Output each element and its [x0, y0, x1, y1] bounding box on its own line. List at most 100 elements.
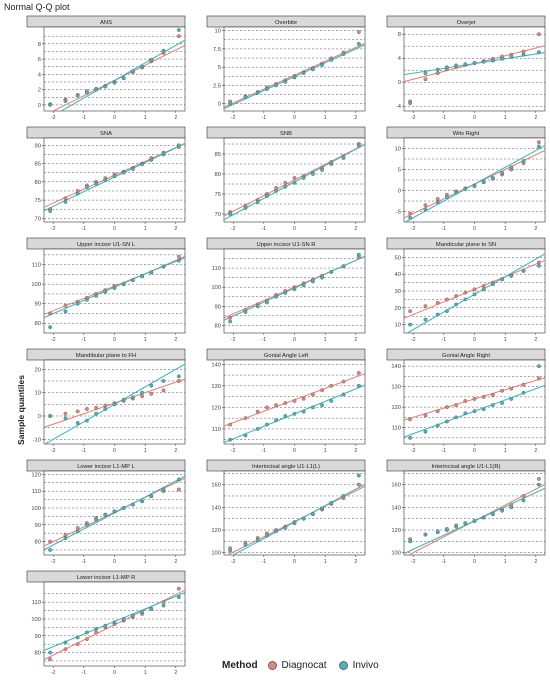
- point-diagnocat: [536, 376, 541, 381]
- x-tick-label: 2: [354, 226, 357, 232]
- point-invivo: [454, 190, 459, 195]
- point-invivo: [161, 379, 166, 383]
- y-tick-label: -10: [33, 437, 41, 443]
- point-diagnocat: [509, 386, 514, 391]
- legend-label-invivo: Invivo: [352, 659, 379, 671]
- point-diagnocat: [63, 532, 68, 537]
- y-tick-label: 50: [395, 255, 401, 261]
- x-tick-label: -1: [82, 670, 87, 676]
- point-diagnocat: [292, 399, 297, 403]
- point-diagnocat: [176, 379, 181, 383]
- point-invivo: [320, 275, 324, 280]
- x-tick-label: 2: [534, 337, 537, 343]
- point-invivo: [85, 185, 89, 190]
- point-invivo: [63, 416, 68, 421]
- qq-line-diagnocat: [224, 143, 365, 217]
- y-tick-label: 100: [31, 617, 41, 623]
- point-diagnocat: [310, 392, 315, 397]
- y-tick-label: 90: [35, 302, 41, 308]
- point-invivo: [310, 279, 315, 284]
- point-invivo: [255, 427, 260, 431]
- point-invivo: [149, 57, 154, 62]
- point-invivo: [121, 170, 126, 175]
- point-invivo: [75, 301, 80, 306]
- point-invivo: [301, 283, 306, 288]
- y-tick-label: -4: [396, 104, 402, 110]
- point-invivo: [161, 603, 166, 608]
- panel-title: Gonial Angle Right: [442, 353, 490, 359]
- y-tick-label: 90: [215, 304, 221, 310]
- point-invivo: [265, 422, 269, 427]
- x-tick-label: -1: [262, 226, 267, 232]
- point-invivo: [103, 290, 108, 294]
- legend: Method Diagnocat Invivo: [222, 657, 391, 673]
- point-invivo: [112, 402, 117, 407]
- panel-title: Mandicular plane to SN: [436, 242, 496, 248]
- point-invivo: [243, 310, 248, 314]
- x-tick-label: 2: [174, 559, 177, 565]
- y-tick-label: 110: [32, 263, 41, 269]
- point-invivo: [423, 317, 428, 322]
- point-invivo: [63, 536, 68, 541]
- y-tick-label: 140: [211, 362, 221, 368]
- point-invivo: [301, 516, 306, 521]
- x-tick-label: 0: [113, 448, 116, 454]
- point-invivo: [103, 512, 108, 517]
- y-tick-label: 75: [35, 198, 41, 204]
- legend-swatch-invivo: [338, 660, 348, 670]
- x-tick-label: 2: [534, 559, 537, 565]
- y-tick-label: 80: [35, 321, 41, 327]
- point-invivo: [356, 473, 361, 478]
- point-invivo: [408, 215, 413, 220]
- point-invivo: [130, 613, 135, 618]
- panel-title: Gonial Angle Left: [264, 353, 309, 359]
- panel-title: ANS: [100, 20, 112, 26]
- point-diagnocat: [283, 401, 288, 405]
- point-invivo: [536, 364, 541, 369]
- x-tick-label: 1: [144, 337, 147, 343]
- point-diagnocat: [490, 392, 495, 397]
- point-invivo: [75, 635, 80, 640]
- x-tick-label: 0: [113, 559, 116, 565]
- point-invivo: [481, 180, 486, 185]
- point-invivo: [283, 291, 288, 295]
- point-invivo: [48, 548, 53, 552]
- x-tick-label: 0: [293, 115, 296, 121]
- point-invivo: [463, 187, 468, 192]
- point-invivo: [509, 397, 514, 401]
- y-tick-label: 10: [395, 323, 401, 329]
- point-invivo: [500, 56, 504, 61]
- point-invivo: [176, 477, 181, 482]
- point-invivo: [228, 437, 233, 442]
- point-invivo: [329, 57, 334, 62]
- point-invivo: [472, 184, 477, 189]
- point-invivo: [75, 93, 80, 98]
- point-invivo: [48, 414, 53, 418]
- y-tick-label: 160: [211, 483, 221, 489]
- point-invivo: [320, 168, 324, 172]
- x-tick-label: 0: [473, 559, 476, 565]
- point-invivo: [265, 194, 269, 198]
- x-tick-label: 2: [354, 115, 357, 121]
- point-diagnocat: [481, 394, 486, 399]
- point-invivo: [75, 529, 80, 534]
- point-invivo: [463, 62, 468, 67]
- point-invivo: [521, 390, 526, 395]
- y-tick-label: 0: [38, 414, 41, 420]
- point-invivo: [130, 167, 135, 171]
- point-invivo: [500, 170, 504, 175]
- panel-lower-incisor-l1-mp-l: Lower incisor L1-MP L -2 -1 0 1 2 80 90 100 110 12…: [26, 459, 186, 565]
- point-diagnocat: [356, 482, 361, 487]
- y-tick-label: 8: [398, 32, 401, 38]
- point-invivo: [408, 99, 413, 104]
- x-tick-label: -2: [231, 559, 236, 565]
- point-invivo: [435, 67, 440, 72]
- x-tick-label: 1: [504, 337, 507, 343]
- x-tick-label: -1: [82, 115, 87, 121]
- point-invivo: [490, 512, 495, 517]
- point-invivo: [255, 304, 260, 309]
- point-invivo: [320, 63, 324, 67]
- point-invivo: [228, 101, 233, 106]
- x-tick-label: -1: [442, 337, 447, 343]
